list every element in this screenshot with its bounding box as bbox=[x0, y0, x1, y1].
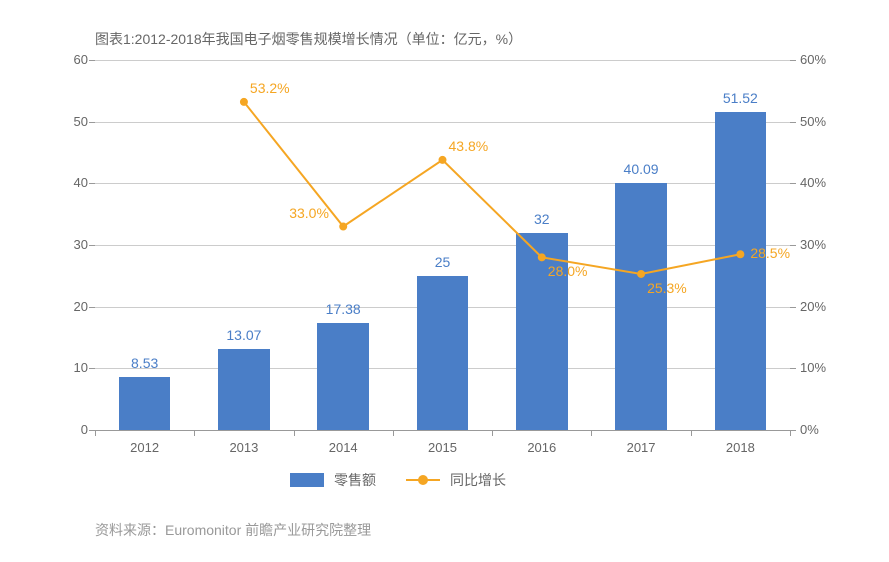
gridline bbox=[95, 245, 790, 246]
y-right-tick: 0% bbox=[800, 422, 819, 437]
bar bbox=[218, 349, 270, 430]
y-left-tick: 10 bbox=[50, 360, 88, 375]
tick-mark bbox=[89, 60, 95, 61]
tick-mark bbox=[89, 183, 95, 184]
bar-value-label: 51.52 bbox=[710, 90, 770, 106]
line-value-label: 28.0% bbox=[548, 263, 588, 279]
line-value-label: 43.8% bbox=[449, 138, 489, 154]
legend-swatch-line bbox=[406, 473, 440, 487]
tick-mark bbox=[790, 368, 796, 369]
tick-mark bbox=[591, 430, 592, 436]
tick-mark bbox=[790, 245, 796, 246]
legend: 零售额 同比增长 bbox=[290, 470, 506, 490]
tick-mark bbox=[89, 122, 95, 123]
tick-mark bbox=[89, 307, 95, 308]
tick-mark bbox=[89, 368, 95, 369]
gridline bbox=[95, 183, 790, 184]
chart-container: 图表1:2012-2018年我国电子烟零售规模增长情况（单位：亿元，%） 010… bbox=[0, 0, 889, 562]
legend-item-line: 同比增长 bbox=[406, 470, 506, 490]
chart-title: 图表1:2012-2018年我国电子烟零售规模增长情况（单位：亿元，%） bbox=[95, 29, 522, 49]
tick-mark bbox=[89, 245, 95, 246]
tick-mark bbox=[95, 430, 96, 436]
bar bbox=[715, 112, 767, 430]
tick-mark bbox=[790, 122, 796, 123]
x-tick: 2015 bbox=[413, 440, 473, 455]
y-left-tick: 50 bbox=[50, 114, 88, 129]
y-left-tick: 40 bbox=[50, 175, 88, 190]
bar bbox=[615, 183, 667, 430]
bar bbox=[417, 276, 469, 430]
tick-mark bbox=[790, 307, 796, 308]
tick-mark bbox=[790, 183, 796, 184]
y-left-tick: 30 bbox=[50, 237, 88, 252]
legend-label-line: 同比增长 bbox=[450, 470, 506, 490]
bar-value-label: 17.38 bbox=[313, 301, 373, 317]
gridline bbox=[95, 60, 790, 61]
x-tick: 2018 bbox=[710, 440, 770, 455]
tick-mark bbox=[492, 430, 493, 436]
y-right-tick: 50% bbox=[800, 114, 826, 129]
bar-value-label: 25 bbox=[413, 254, 473, 270]
y-right-tick: 30% bbox=[800, 237, 826, 252]
bar-value-label: 13.07 bbox=[214, 327, 274, 343]
x-tick: 2017 bbox=[611, 440, 671, 455]
y-right-tick: 20% bbox=[800, 299, 826, 314]
tick-mark bbox=[294, 430, 295, 436]
x-tick: 2014 bbox=[313, 440, 373, 455]
bar-value-label: 8.53 bbox=[115, 355, 175, 371]
legend-label-bars: 零售额 bbox=[334, 470, 376, 490]
line-value-label: 53.2% bbox=[250, 80, 290, 96]
x-tick: 2013 bbox=[214, 440, 274, 455]
y-right-tick: 10% bbox=[800, 360, 826, 375]
tick-mark bbox=[790, 60, 796, 61]
tick-mark bbox=[691, 430, 692, 436]
source-text: 资料来源：Euromonitor 前瞻产业研究院整理 bbox=[95, 520, 371, 540]
y-right-tick: 40% bbox=[800, 175, 826, 190]
x-axis bbox=[95, 430, 790, 431]
tick-mark bbox=[194, 430, 195, 436]
gridline bbox=[95, 122, 790, 123]
y-left-tick: 60 bbox=[50, 52, 88, 67]
line-value-label: 28.5% bbox=[750, 245, 790, 261]
bar bbox=[516, 233, 568, 430]
line-value-label: 25.3% bbox=[647, 280, 687, 296]
tick-mark bbox=[790, 430, 791, 436]
plot-area: 01020304050600%10%20%30%40%50%60%20128.5… bbox=[95, 60, 790, 430]
x-tick: 2012 bbox=[115, 440, 175, 455]
bar-value-label: 32 bbox=[512, 211, 572, 227]
bar bbox=[317, 323, 369, 430]
legend-swatch-bar bbox=[290, 473, 324, 487]
legend-item-bars: 零售额 bbox=[290, 470, 376, 490]
bar-value-label: 40.09 bbox=[611, 161, 671, 177]
x-tick: 2016 bbox=[512, 440, 572, 455]
y-left-tick: 20 bbox=[50, 299, 88, 314]
line-value-label: 33.0% bbox=[289, 205, 329, 221]
tick-mark bbox=[393, 430, 394, 436]
y-left-tick: 0 bbox=[50, 422, 88, 437]
bar bbox=[119, 377, 171, 430]
y-right-tick: 60% bbox=[800, 52, 826, 67]
